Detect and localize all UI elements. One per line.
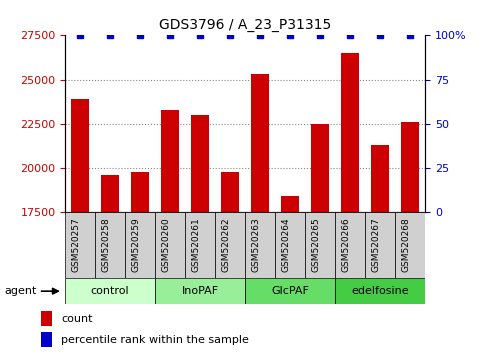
Bar xyxy=(245,212,275,278)
Text: agent: agent xyxy=(5,286,37,296)
Text: GSM520266: GSM520266 xyxy=(341,218,350,272)
Bar xyxy=(251,74,269,212)
Text: InoPAF: InoPAF xyxy=(182,286,219,296)
Text: GSM520258: GSM520258 xyxy=(101,218,110,272)
Text: GSM520265: GSM520265 xyxy=(311,218,320,272)
Title: GDS3796 / A_23_P31315: GDS3796 / A_23_P31315 xyxy=(159,18,331,32)
Bar xyxy=(275,212,305,278)
Bar xyxy=(365,212,395,278)
Bar xyxy=(395,212,425,278)
Bar xyxy=(191,115,209,212)
Text: GSM520263: GSM520263 xyxy=(251,218,260,272)
Bar xyxy=(245,278,335,304)
Text: GSM520262: GSM520262 xyxy=(221,218,230,272)
Bar xyxy=(161,110,179,212)
Bar xyxy=(215,212,245,278)
Bar xyxy=(341,53,359,212)
Text: GSM520260: GSM520260 xyxy=(161,218,170,272)
Text: count: count xyxy=(61,314,93,324)
Bar xyxy=(401,122,419,212)
Bar xyxy=(101,175,119,212)
Bar xyxy=(155,212,185,278)
Bar xyxy=(125,212,155,278)
Text: percentile rank within the sample: percentile rank within the sample xyxy=(61,335,249,345)
Text: GSM520259: GSM520259 xyxy=(131,218,140,272)
Text: edelfosine: edelfosine xyxy=(351,286,409,296)
Text: GSM520268: GSM520268 xyxy=(401,218,410,272)
Bar xyxy=(221,172,239,212)
Text: GSM520267: GSM520267 xyxy=(371,218,380,272)
Bar xyxy=(41,311,52,326)
Text: GSM520264: GSM520264 xyxy=(281,218,290,272)
Text: control: control xyxy=(91,286,129,296)
Bar xyxy=(131,172,149,212)
Bar xyxy=(185,212,215,278)
Bar xyxy=(281,196,299,212)
Text: GSM520257: GSM520257 xyxy=(71,218,80,272)
Text: GlcPAF: GlcPAF xyxy=(271,286,309,296)
Bar xyxy=(335,278,425,304)
Bar xyxy=(65,278,155,304)
Bar xyxy=(95,212,125,278)
Bar xyxy=(65,212,95,278)
Text: GSM520261: GSM520261 xyxy=(191,218,200,272)
Bar xyxy=(71,99,89,212)
Bar xyxy=(41,332,52,347)
Bar xyxy=(155,278,245,304)
Bar xyxy=(305,212,335,278)
Bar xyxy=(371,145,389,212)
Bar xyxy=(311,124,329,212)
Bar xyxy=(335,212,365,278)
